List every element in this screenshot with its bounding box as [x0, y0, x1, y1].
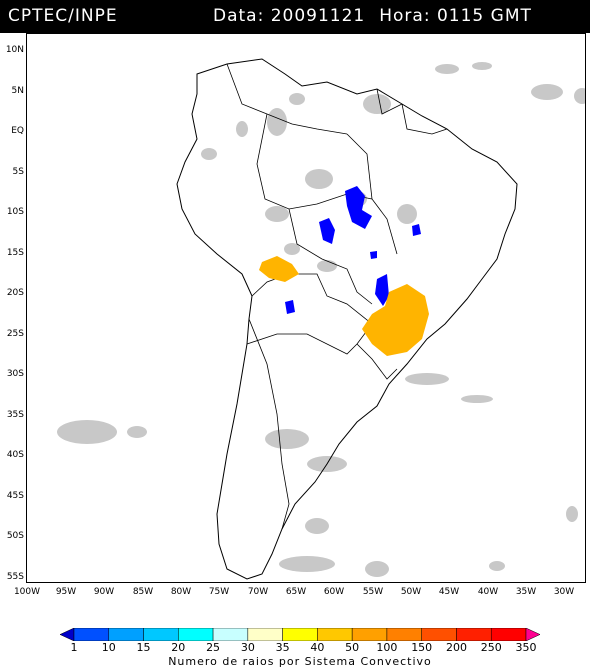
lat-label: 5S — [12, 167, 24, 177]
colorbar-segment — [212, 628, 249, 641]
colorbar-tick-label: 25 — [206, 641, 221, 654]
time-text: Hora: 0115 GMT — [379, 6, 532, 26]
lon-label: 45W — [438, 587, 460, 597]
lat-label: 55S — [6, 572, 24, 582]
colorbar-segment — [525, 628, 540, 641]
colorbar-tick-label: 30 — [240, 641, 255, 654]
lon-label: 90W — [93, 587, 115, 597]
continent-outline — [176, 58, 518, 580]
lightning-systems — [259, 186, 429, 356]
colorbar-tick-label: 350 — [515, 641, 537, 654]
colorbar-tick-label: 10 — [101, 641, 116, 654]
lon-label: 80W — [170, 587, 192, 597]
lat-label: 45S — [6, 491, 24, 501]
colorbar-segment — [282, 628, 318, 641]
lon-label: 50W — [400, 587, 422, 597]
lat-label: 40S — [6, 450, 24, 460]
colorbar-tick-label: 40 — [310, 641, 325, 654]
colorbar-segment — [351, 628, 388, 641]
lon-label: 60W — [323, 587, 345, 597]
lon-label: 95W — [55, 587, 77, 597]
lat-label: 15S — [6, 248, 24, 258]
colorbar-segment — [421, 628, 457, 641]
source-label: CPTEC/INPE — [8, 6, 118, 26]
header-bar: CPTEC/INPE Data: 20091121 Hora: 0115 GMT — [0, 0, 590, 33]
lon-label: 30W — [553, 587, 575, 597]
colorbar-segment — [456, 628, 492, 641]
colorbar-tick-label: 20 — [171, 641, 186, 654]
lat-label: 10N — [5, 45, 24, 55]
lat-label: EQ — [11, 126, 24, 136]
colorbar-tick-label: 1 — [70, 641, 78, 654]
colorbar-segment — [317, 628, 353, 641]
map-canvas — [57, 58, 585, 580]
lat-label: 20S — [6, 288, 24, 298]
lat-label: 5N — [11, 86, 24, 96]
colorbar-tick-label: 100 — [376, 641, 398, 654]
lon-label: 40W — [477, 587, 499, 597]
colorbar-segment — [386, 628, 422, 641]
colorbar-segment — [143, 628, 179, 641]
lon-label: 75W — [208, 587, 230, 597]
cloud-cover — [57, 62, 585, 577]
colorbar-title: Numero de raios por Sistema Convectivo — [168, 655, 432, 668]
colorbar-tick-label: 35 — [275, 641, 290, 654]
lat-label: 35S — [6, 410, 24, 420]
lon-label: 85W — [132, 587, 154, 597]
colorbar-segment — [73, 628, 110, 641]
lon-label: 70W — [247, 587, 269, 597]
colorbar-segment — [178, 628, 214, 641]
lon-label: 55W — [362, 587, 384, 597]
lat-label: 50S — [6, 531, 24, 541]
lon-label: 100W — [13, 587, 41, 597]
colorbar — [60, 628, 540, 641]
datetime-label: Data: 20091121 Hora: 0115 GMT — [213, 6, 546, 26]
lat-label: 30S — [6, 369, 24, 379]
colorbar-segment — [108, 628, 144, 641]
colorbar-tick-label: 200 — [445, 641, 467, 654]
colorbar-segment — [490, 628, 527, 641]
colorbar-segment — [247, 628, 283, 641]
lat-label: 10S — [6, 207, 24, 217]
colorbar-tick-label: 250 — [480, 641, 502, 654]
colorbar-tick-label: 15 — [136, 641, 151, 654]
lon-label: 35W — [515, 587, 537, 597]
date-text: Data: 20091121 — [213, 6, 366, 26]
colorbar-segment — [60, 628, 75, 641]
lat-label: 25S — [6, 329, 24, 339]
colorbar-tick-label: 150 — [411, 641, 433, 654]
colorbar-tick-label: 50 — [345, 641, 360, 654]
lon-label: 65W — [285, 587, 307, 597]
map-frame[interactable] — [26, 33, 586, 583]
